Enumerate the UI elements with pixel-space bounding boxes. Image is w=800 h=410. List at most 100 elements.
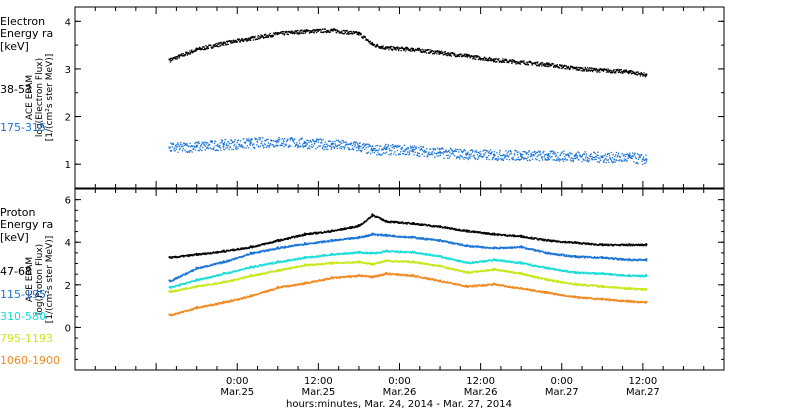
data-point <box>561 152 563 154</box>
data-point <box>342 146 344 148</box>
data-point <box>272 35 274 37</box>
data-point <box>212 251 214 253</box>
data-point <box>492 60 495 62</box>
data-point <box>282 32 284 35</box>
data-point <box>547 153 549 155</box>
data-point <box>191 270 193 272</box>
data-point <box>575 152 577 155</box>
data-point <box>217 262 220 265</box>
data-point <box>183 273 186 275</box>
data-point <box>354 237 356 240</box>
data-point <box>635 71 638 73</box>
data-point <box>520 247 523 249</box>
data-point <box>329 145 331 148</box>
data-point <box>507 150 510 152</box>
data-point <box>405 222 407 224</box>
data-point <box>205 253 207 256</box>
data-point <box>272 139 274 142</box>
data-point <box>204 252 206 254</box>
data-point <box>596 256 598 259</box>
data-point <box>578 66 580 69</box>
data-point <box>488 158 490 161</box>
data-point <box>336 147 339 150</box>
data-point <box>481 58 484 60</box>
data-point <box>450 52 452 54</box>
data-point <box>627 71 629 74</box>
data-point <box>435 239 438 241</box>
data-point <box>402 222 404 224</box>
data-point <box>182 282 184 285</box>
data-point <box>320 31 322 33</box>
data-point <box>265 250 268 252</box>
data-point <box>336 238 338 241</box>
data-point <box>348 147 350 150</box>
data-point <box>199 147 201 149</box>
data-point <box>410 48 412 50</box>
data-point <box>415 148 417 150</box>
data-point <box>438 225 442 228</box>
data-point <box>258 245 260 247</box>
data-point <box>304 32 307 34</box>
data-point <box>191 144 193 147</box>
data-point <box>592 156 595 159</box>
data-point <box>417 236 419 239</box>
data-point <box>365 220 367 223</box>
data-point <box>495 247 498 250</box>
data-point <box>222 142 225 146</box>
series-38-53 <box>168 28 648 78</box>
data-point <box>259 145 261 147</box>
data-point <box>176 142 179 144</box>
data-point <box>508 155 510 157</box>
data-point <box>525 153 528 155</box>
data-point <box>571 152 573 155</box>
data-point <box>487 232 489 234</box>
data-point <box>339 143 341 145</box>
data-point <box>601 68 604 72</box>
data-point <box>371 151 373 153</box>
data-point <box>410 147 412 149</box>
data-point <box>615 159 617 161</box>
data-point <box>283 247 285 249</box>
data-point <box>460 244 462 247</box>
data-point <box>410 237 413 239</box>
data-point <box>174 255 177 257</box>
data-point <box>197 149 199 152</box>
data-point <box>509 246 511 248</box>
data-point <box>274 241 276 243</box>
data-point <box>502 61 504 63</box>
data-point <box>222 41 225 44</box>
data-point <box>361 36 364 39</box>
data-point <box>231 141 234 143</box>
data-point <box>305 233 307 236</box>
data-point <box>542 238 545 240</box>
data-point <box>338 141 341 143</box>
data-point <box>214 45 216 48</box>
data-point <box>174 285 176 287</box>
data-point <box>363 143 365 145</box>
data-point <box>440 52 442 54</box>
data-point <box>462 229 465 231</box>
data-point <box>241 38 243 40</box>
data-point <box>367 40 369 42</box>
data-point <box>400 148 403 150</box>
data-point <box>173 149 176 152</box>
data-point <box>286 238 289 240</box>
data-point <box>554 66 556 68</box>
data-point <box>236 248 239 251</box>
data-point <box>630 258 632 261</box>
data-point <box>550 241 553 243</box>
data-point <box>628 73 630 75</box>
data-point <box>438 225 440 228</box>
data-point <box>240 247 242 249</box>
data-point <box>385 146 387 148</box>
data-point <box>444 53 446 55</box>
data-point <box>290 32 292 34</box>
data-point <box>496 152 498 154</box>
data-point <box>208 277 210 279</box>
data-point <box>343 29 345 32</box>
data-point <box>405 149 407 151</box>
data-point <box>181 283 183 285</box>
data-point <box>560 67 562 69</box>
data-point <box>340 141 342 143</box>
data-point <box>519 63 522 65</box>
